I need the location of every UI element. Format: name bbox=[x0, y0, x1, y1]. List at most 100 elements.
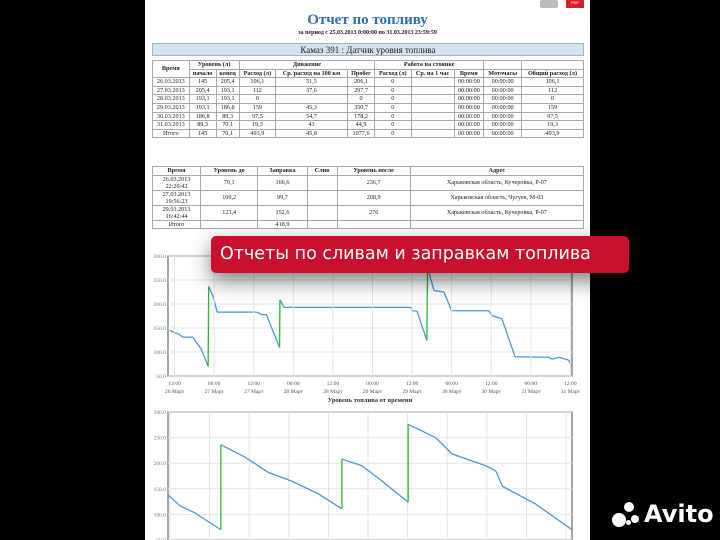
col-header: Время bbox=[152, 59, 190, 79]
level-segment bbox=[341, 458, 363, 467]
level-segment bbox=[279, 299, 285, 308]
table-cell: 31.03.2013 bbox=[152, 120, 190, 130]
x-tick-label: 12:00 bbox=[247, 381, 260, 387]
x-tick-label: 28 Март bbox=[323, 389, 343, 395]
table-cell: 00:00:00 bbox=[453, 85, 485, 96]
level-segment bbox=[291, 480, 319, 495]
plot-area bbox=[167, 255, 573, 377]
group-header: Движение bbox=[238, 60, 376, 70]
table-cell: 193,1 bbox=[215, 94, 240, 104]
table-cell: 152,6 bbox=[257, 204, 308, 221]
table-cell: 00:00:00 bbox=[483, 128, 523, 139]
table-cell: 45,8 bbox=[275, 128, 348, 139]
table-cell: 145 bbox=[188, 128, 217, 139]
table-cell: 0 bbox=[374, 128, 412, 139]
table-cell: 236,7 bbox=[336, 174, 411, 191]
table-cell: 00:00:00 bbox=[453, 94, 485, 104]
level-segment bbox=[416, 310, 428, 341]
table-cell: 418,9 bbox=[257, 219, 308, 229]
table-cell: 89,3 bbox=[215, 111, 240, 122]
table-row: 31.03.2013 89,3 70,1 19,3 43 44,9 0 00:00:00 00:… bbox=[152, 120, 584, 130]
vehicle-header: Камаз 391 : Датчик уровня топлива bbox=[152, 43, 584, 56]
table-cell: 205,4 bbox=[215, 77, 240, 87]
table-cell bbox=[306, 219, 338, 229]
table-cell bbox=[199, 219, 259, 229]
table-cell: 159 bbox=[521, 102, 584, 113]
level-segment bbox=[501, 318, 516, 358]
y-tick-label: 50.0 bbox=[156, 374, 166, 380]
table-cell: 1077,6 bbox=[346, 128, 376, 139]
fuel-level-chart-2: 300.0 250.0 200.0 150.0 100.0 50.0 bbox=[154, 410, 573, 540]
x-tick-label: 26 Март bbox=[165, 389, 185, 395]
level-segment bbox=[265, 314, 281, 348]
table-cell: 193,1 bbox=[188, 94, 217, 104]
table-cell: 0 bbox=[374, 94, 412, 104]
table-cell: 0 bbox=[238, 94, 277, 104]
y-tick-label: 50.0 bbox=[156, 538, 166, 540]
pdf-export-icon[interactable]: PDF bbox=[566, 0, 584, 8]
x-axis-label: Уровень топлива от времени bbox=[328, 397, 413, 404]
col-header: Уровень после bbox=[336, 166, 411, 176]
y-tick-label: 250.0 bbox=[154, 278, 167, 284]
group-header: Уровень (л) bbox=[188, 60, 240, 70]
table-cell: 97,5 bbox=[238, 111, 277, 122]
x-tick-label: 00:00 bbox=[525, 381, 538, 387]
table-cell: Итого bbox=[152, 219, 201, 229]
table-cell: Харьковская область, Чугуев, М-03 bbox=[409, 189, 585, 206]
x-tick-label: 27 Март bbox=[244, 389, 264, 395]
print-icon[interactable] bbox=[540, 0, 558, 8]
table-cell: 00:00:00 bbox=[483, 120, 523, 130]
table-cell: 00:00:00 bbox=[483, 111, 523, 122]
col-header: конец bbox=[215, 68, 240, 79]
level-segment bbox=[361, 465, 383, 482]
col-header: Моточасы bbox=[483, 68, 523, 79]
col-header: Адрес bbox=[409, 166, 585, 176]
y-tick-label: 150.0 bbox=[154, 326, 167, 332]
x-tick-label: 31 Март bbox=[561, 389, 581, 395]
x-tick-label: 12:00 bbox=[485, 381, 498, 387]
table-cell bbox=[410, 111, 455, 122]
table-cell: 00:00:00 bbox=[483, 94, 523, 104]
level-segment bbox=[220, 444, 246, 458]
table-cell: 208,9 bbox=[336, 189, 411, 206]
table-cell: 112 bbox=[521, 85, 584, 96]
col-header: Уровень до bbox=[199, 166, 259, 176]
level-segment bbox=[194, 512, 222, 531]
x-tick-label: 00:00 bbox=[287, 381, 300, 387]
table-row: Итого 145 70,1 493,9 45,8 1077,6 0 00:00:00 00:0… bbox=[152, 128, 584, 139]
table-cell: 193,1 bbox=[188, 102, 217, 113]
level-segment bbox=[208, 286, 214, 298]
table-cell: 0 bbox=[346, 94, 376, 104]
y-tick-label: 100.0 bbox=[154, 512, 167, 518]
table-row: Итого 418,9 bbox=[152, 219, 585, 229]
table-cell: 493,9 bbox=[521, 128, 584, 139]
table-cell: 30.03.2013 bbox=[152, 111, 190, 122]
table-cell: 159 bbox=[238, 102, 277, 113]
table-cell: 106,1 bbox=[238, 77, 277, 87]
table-cell bbox=[410, 85, 455, 96]
table-cell: 27.03.2013 19:56:23 bbox=[152, 189, 201, 206]
level-segment bbox=[268, 471, 292, 482]
avito-logo-icon bbox=[612, 500, 640, 528]
table-cell bbox=[306, 174, 338, 191]
col-header: Заправка bbox=[257, 166, 308, 176]
table-cell: 00:00:00 bbox=[483, 102, 523, 113]
level-segment bbox=[502, 485, 537, 505]
level-segment bbox=[552, 356, 559, 360]
level-segment bbox=[169, 329, 179, 335]
table-cell bbox=[306, 204, 338, 221]
x-tick-label: 00:00 bbox=[445, 381, 458, 387]
table-cell: 00:00:00 bbox=[453, 102, 485, 113]
table-cell: 193,1 bbox=[215, 85, 240, 96]
table-cell: 29.03.2013 bbox=[152, 102, 190, 113]
table-cell: Харьковская область, Кучеровка, Р-07 bbox=[409, 204, 585, 221]
x-tick-label: 29 Март bbox=[402, 389, 422, 395]
table-cell: 0 bbox=[374, 77, 412, 87]
level-segment bbox=[433, 289, 445, 293]
table-cell: 493,9 bbox=[238, 128, 277, 139]
level-segment bbox=[491, 314, 503, 320]
level-segment bbox=[167, 494, 181, 507]
x-tick-label: 30 Март bbox=[442, 389, 462, 395]
y-tick-label: 250.0 bbox=[154, 436, 167, 442]
level-segment bbox=[195, 341, 202, 350]
